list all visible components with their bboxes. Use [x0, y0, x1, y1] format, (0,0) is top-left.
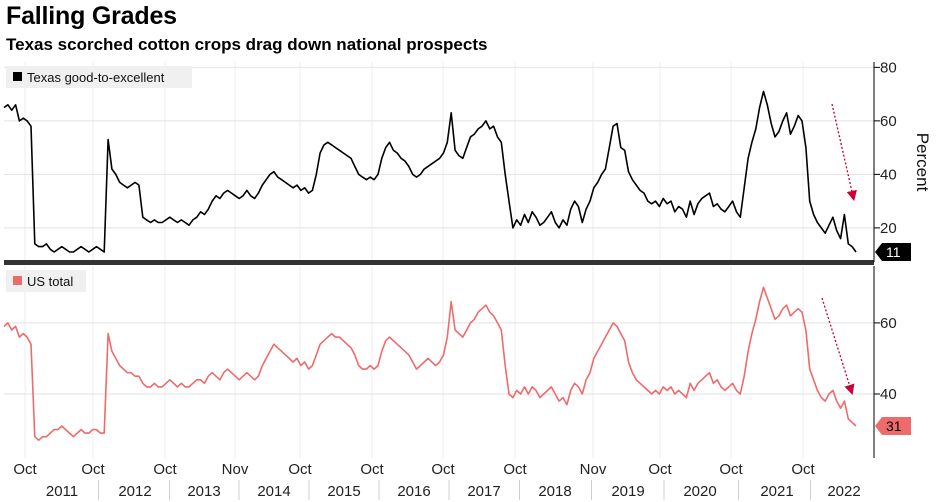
x-year-label: 2020 [683, 483, 716, 500]
x-month-label: Nov [222, 461, 249, 478]
bottom-plot-area [4, 266, 870, 458]
us-legend-swatch [13, 276, 22, 285]
x-year-label: 2014 [257, 483, 290, 500]
x-month-label: Oct [13, 461, 37, 478]
x-month-label: Nov [580, 461, 607, 478]
x-year-label: 2017 [467, 483, 500, 500]
us-series-line [3, 286, 857, 441]
x-axis-labels: Oct Oct Oct Nov Oct Oct Oct Oct Nov Oct Oct Oct2011… [13, 461, 861, 500]
y-tick-label-top-0: 20 [880, 220, 897, 237]
x-year-label: 2011 [46, 483, 78, 500]
x-month-label: Oct [431, 461, 455, 478]
us-legend-label: US total [27, 274, 73, 289]
x-month-label: Oct [360, 461, 384, 478]
texas-last-value-label: 11 [886, 244, 901, 260]
panel-separator [4, 260, 874, 265]
y-tick-label-bottom-1: 60 [880, 315, 897, 332]
y-tick-label-top-2: 60 [880, 113, 897, 130]
x-year-label: 2022 [827, 483, 860, 500]
top-plot-area [4, 62, 870, 262]
texas-series-line [3, 90, 857, 253]
y-tick-label-bottom-0: 40 [880, 386, 897, 403]
x-year-label: 2013 [187, 483, 220, 500]
x-month-label: Oct [791, 461, 815, 478]
x-month-label: Oct [648, 461, 672, 478]
chart-subtitle: Texas scorched cotton crops drag down na… [6, 35, 488, 54]
y-tick-label-top-3: 80 [880, 59, 897, 76]
x-year-label: 2016 [397, 483, 430, 500]
x-month-label: Oct [503, 461, 527, 478]
texas-legend [6, 66, 192, 88]
us-legend [6, 270, 86, 292]
chart-title: Falling Grades [6, 2, 177, 30]
texas-legend-label: Texas good-to-excellent [27, 70, 165, 85]
x-month-label: Oct [719, 461, 743, 478]
x-month-label: Oct [153, 461, 177, 478]
us-last-value-label: 31 [886, 418, 902, 434]
texas-legend-swatch [13, 72, 22, 81]
y-axis-title: Percent [913, 133, 932, 192]
x-month-label: Oct [81, 461, 105, 478]
x-month-label: Oct [288, 461, 312, 478]
top-y-ticks: 20 40 60 80 [874, 59, 897, 237]
us-trend-arrow [821, 297, 855, 395]
x-year-label: 2012 [118, 483, 151, 500]
us-last-value-callout [875, 417, 911, 435]
x-year-label: 2018 [538, 483, 571, 500]
x-year-label: 2019 [611, 483, 644, 500]
bottom-y-ticks: 40 60 [874, 315, 897, 403]
y-tick-label-top-1: 40 [880, 166, 897, 183]
vertical-gridlines [24, 62, 804, 458]
texas-last-value-callout [875, 242, 911, 261]
x-year-label: 2021 [760, 483, 793, 500]
x-year-label: 2015 [327, 483, 360, 500]
horizontal-gridlines [4, 66, 874, 395]
